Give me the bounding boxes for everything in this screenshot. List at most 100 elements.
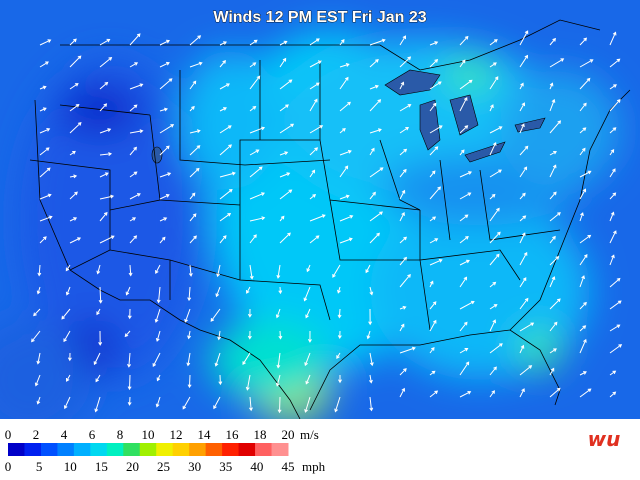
wind-arrow [519, 123, 525, 134]
wind-arrow [339, 76, 349, 90]
wind-arrow [99, 81, 109, 90]
wind-arrow [219, 212, 232, 222]
wind-arrow [489, 141, 497, 156]
wind-arrow [579, 147, 586, 156]
wind-arrow [305, 308, 311, 319]
wind-arrow [188, 264, 193, 277]
wind-arrow [339, 101, 351, 112]
wind-arrow [189, 167, 200, 178]
wind-arrow [219, 60, 226, 68]
wind-arrow [579, 102, 587, 112]
wind-arrow [129, 104, 138, 112]
wind-arrow [489, 304, 498, 310]
wind-arrow [309, 98, 318, 112]
wind-arrow [129, 171, 138, 178]
borders [29, 19, 631, 419]
wind-arrow [519, 192, 526, 200]
wind-arrow [249, 105, 257, 112]
legend-swatch [189, 443, 207, 456]
wind-arrow [459, 192, 472, 200]
wind-arrow [609, 58, 621, 68]
wind-arrow [339, 127, 346, 134]
wind-arrow [156, 286, 161, 304]
wind-arrow [549, 58, 565, 68]
wind-arrow [609, 254, 615, 266]
wind-arrow [332, 264, 341, 278]
wind-arrow [519, 54, 529, 68]
wind-arrow [39, 107, 47, 112]
wind-arrow [519, 166, 528, 178]
wind-arrow [429, 258, 443, 266]
wind-arrow [549, 120, 562, 134]
wind-arrow [219, 144, 232, 156]
wind-arrow [489, 253, 500, 266]
wind-arrow [129, 129, 144, 134]
wind-arrow [429, 146, 439, 156]
wind-arrow [549, 298, 561, 310]
wind-arrow [99, 235, 115, 244]
legend-swatch [73, 443, 91, 456]
wind-arrow [429, 390, 439, 398]
wind-arrow [519, 215, 527, 222]
wind-arrow [549, 367, 555, 376]
wind-arrow [519, 251, 528, 266]
wind-arrow [489, 319, 497, 332]
ms-label: 16 [226, 427, 240, 442]
wind-arrow [369, 147, 375, 156]
wind-arrow [279, 172, 291, 178]
legend-swatch [271, 443, 289, 456]
ms-label: 20 [282, 427, 295, 442]
wind-arrow [218, 374, 223, 386]
wind-arrow [399, 368, 407, 376]
legend-swatch [40, 443, 58, 456]
wind-arrow [609, 230, 617, 244]
wind-arrow [155, 264, 161, 275]
wind-arrow [249, 264, 254, 280]
ms-label: 12 [170, 427, 183, 442]
wind-arrow [210, 308, 221, 322]
wind-arrow [489, 126, 503, 134]
map-title: Winds 12 PM EST Fri Jan 23 [213, 9, 426, 26]
wind-arrow [337, 330, 342, 340]
wind-arrow [579, 388, 592, 398]
mph-label: 45 [282, 459, 295, 474]
wind-arrow [159, 39, 170, 46]
wind-arrow [334, 396, 341, 413]
map-area: Winds 12 PM EST Fri Jan 23 [0, 0, 640, 419]
wind-arrow [93, 352, 101, 366]
wind-arrow [155, 330, 161, 342]
wind-arrow [36, 286, 41, 295]
wind-arrow [369, 352, 374, 367]
wind-arrow [549, 150, 557, 156]
legend-swatch [90, 443, 108, 456]
legend-swatch [222, 443, 240, 456]
wind-arrow [187, 374, 192, 389]
wind-arrow [489, 193, 496, 200]
legend-swatch [57, 443, 75, 456]
wind-arrow [489, 39, 498, 46]
wind-arrow [399, 346, 416, 354]
wind-arrow [399, 168, 407, 178]
wind-arrow [549, 235, 556, 244]
wind-arrow [309, 194, 317, 200]
wind-arrow [63, 396, 71, 410]
wind-arrow [159, 124, 175, 134]
wind-arrow [579, 37, 588, 46]
lakes [151, 69, 546, 164]
wind-arrow [459, 35, 469, 46]
wind-arrow [39, 167, 51, 178]
wind-arrow [339, 149, 352, 156]
wind-arrow [159, 61, 170, 68]
wind-arrow [99, 194, 115, 200]
wind-arrow [219, 235, 227, 244]
wind-arrow [69, 191, 78, 200]
wind-arrow [305, 374, 311, 385]
wind-arrow [213, 396, 221, 410]
wind-arrow [339, 39, 345, 46]
wind-arrow [609, 192, 617, 200]
wind-arrow [96, 308, 101, 316]
mph-label: 40 [250, 459, 263, 474]
ms-label: 6 [89, 427, 96, 442]
wind-arrow [246, 286, 251, 294]
wind-arrow [579, 127, 587, 134]
